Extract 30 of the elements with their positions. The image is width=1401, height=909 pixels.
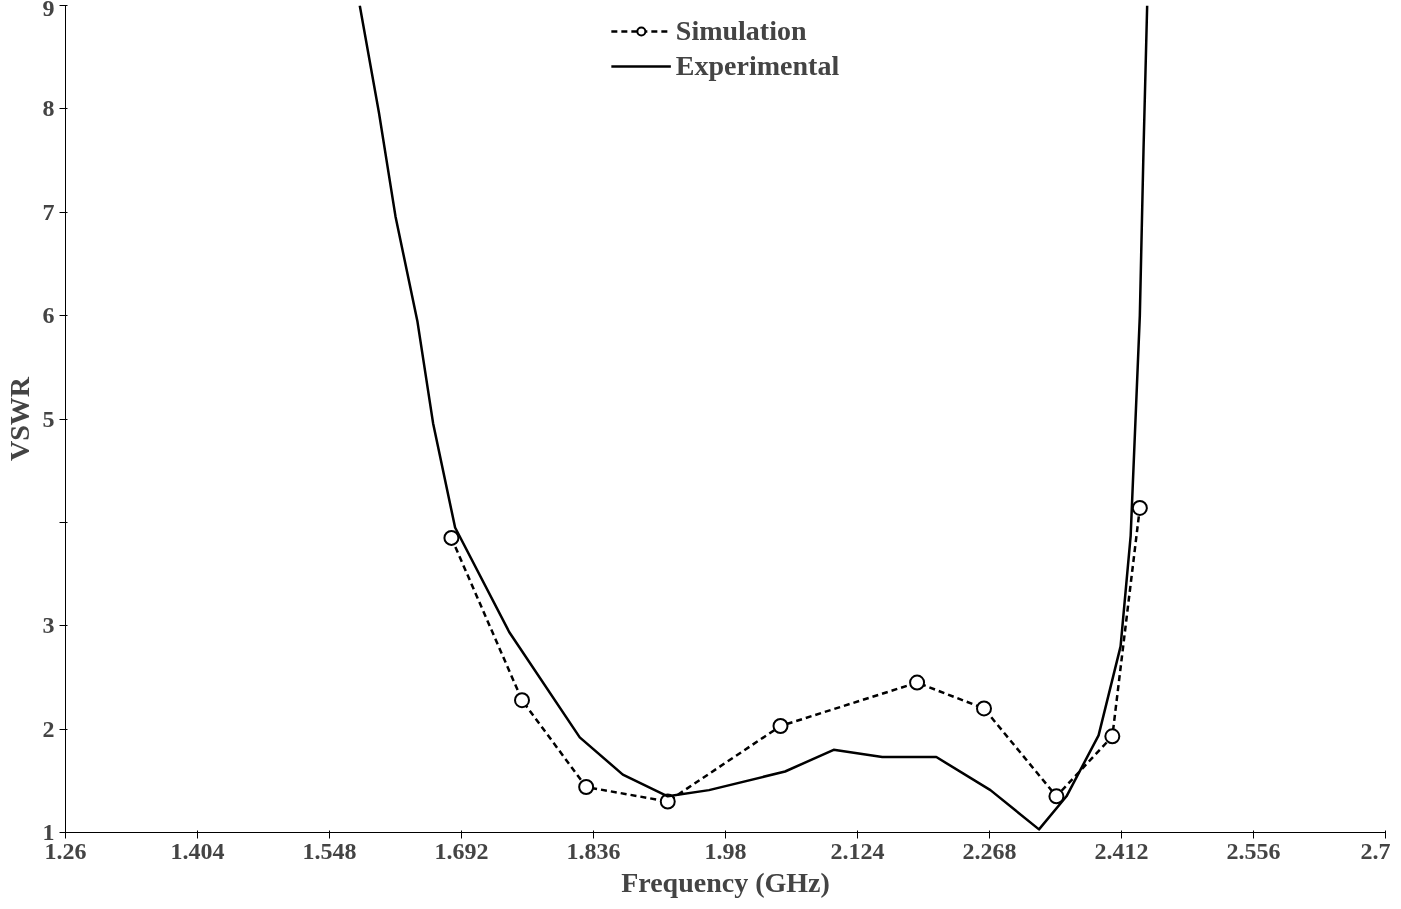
legend-label: Simulation	[675, 15, 807, 47]
point	[578, 779, 595, 795]
y-tick-label: 6	[42, 302, 55, 329]
x-tick-label: 2.556	[1226, 837, 1281, 864]
point	[1104, 728, 1121, 745]
point	[909, 674, 926, 691]
x-tick-label: 2.7	[1360, 837, 1391, 864]
y-tick-label: 9	[42, 0, 55, 21]
legend-label: Experimental	[675, 50, 840, 82]
point	[772, 718, 789, 735]
point	[514, 692, 530, 709]
point	[443, 529, 460, 546]
x-tick-label: 1.404	[170, 837, 225, 864]
point	[1048, 788, 1065, 805]
y-tick-label: 3	[42, 612, 55, 639]
y-tick-label: 5	[42, 405, 55, 432]
x-tick-label: 1.548	[302, 837, 357, 864]
point	[1131, 499, 1148, 516]
x-tick-label: 2.412	[1094, 837, 1149, 864]
x-axis-title: Frequency (GHz)	[621, 866, 830, 898]
x-tick-label: 1.836	[566, 837, 621, 864]
x-tick-label: 1.692	[434, 837, 489, 864]
y-tick-label: 7	[42, 198, 55, 225]
point	[976, 700, 992, 717]
x-tick-label: 2.124	[830, 837, 885, 864]
x-tick-label: 2.268	[962, 837, 1017, 864]
x-tick-label: 1.98	[704, 837, 747, 864]
y-tick-label: 8	[42, 95, 55, 122]
y-tick-label: 2	[42, 715, 55, 742]
y-axis-title: VSWR	[3, 376, 35, 462]
